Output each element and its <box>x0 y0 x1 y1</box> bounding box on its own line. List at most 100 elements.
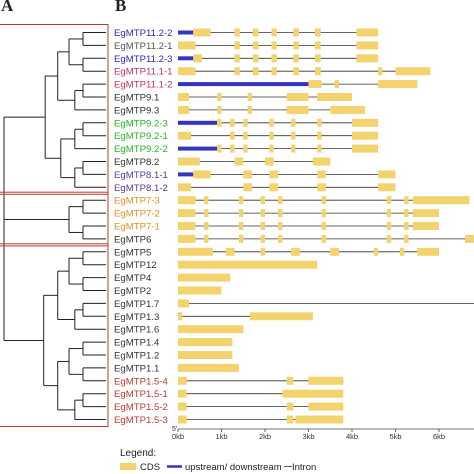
cds-segment <box>252 67 259 76</box>
kb-axis: 5'0kb 1kb 2kb 3kb 4kb 5kb 6kb <box>172 426 474 441</box>
cds-segment <box>178 105 189 114</box>
cds-segment <box>321 234 326 243</box>
axis-tick-label: 2kb <box>259 432 271 441</box>
gene-label: EgMTP1.6 <box>114 325 159 336</box>
cds-segment <box>234 54 240 63</box>
cds-segment <box>291 144 296 153</box>
cds-segment <box>269 144 274 153</box>
gene-label: EgMTP9.2-1 <box>114 131 168 142</box>
cds-segment <box>243 144 248 153</box>
cds-segment <box>282 389 344 398</box>
cds-segment <box>293 41 299 50</box>
gene-label: EgMTP8.1-2 <box>114 183 168 194</box>
gene-label: EgMTP9.3 <box>114 105 159 116</box>
cds-segment <box>178 234 196 243</box>
cds-segment <box>217 118 222 127</box>
cds-segment <box>252 54 259 63</box>
cds-segment <box>269 131 274 140</box>
gene-label: EgMTP8.2 <box>114 157 159 168</box>
axis-tick-label: 0kb <box>172 432 184 441</box>
cds-segment <box>356 41 379 50</box>
cds-segment <box>271 67 277 76</box>
gene-label: EgMTP1.3 <box>114 312 159 323</box>
cds-segment <box>271 54 277 63</box>
cds-segment <box>378 80 418 89</box>
cds-segment <box>178 299 189 308</box>
cds-segment <box>386 209 392 218</box>
cds-segment <box>278 222 283 230</box>
cds-segment <box>178 325 244 334</box>
gene-label: EgMTP1.4 <box>114 338 160 349</box>
axis-tick-label: 3kb <box>302 432 314 441</box>
cds-segment <box>315 41 321 50</box>
cds-segment <box>178 286 222 295</box>
cds-segment <box>295 415 344 424</box>
cds-segment <box>352 144 379 153</box>
cds-segment <box>243 170 252 179</box>
cds-segment <box>334 80 339 89</box>
cds-segment <box>178 312 183 321</box>
cds-segment <box>178 183 192 192</box>
gene-label: EgMTP1.7 <box>114 299 159 310</box>
cds-segment <box>260 234 265 243</box>
cds-segment <box>178 157 200 166</box>
gene-label: EgMTP11.2-1 <box>114 41 172 52</box>
gene-label: EgMTP11.2-3 <box>114 54 172 65</box>
cds-segment <box>291 247 300 256</box>
cds-segment <box>204 222 209 230</box>
cds-segment <box>412 222 439 230</box>
cds-segment <box>286 105 309 114</box>
axis-tick-label: 4kb <box>346 432 358 441</box>
cds-segment <box>412 196 470 205</box>
gene-label: EgMTP1.1 <box>114 363 159 374</box>
cds-segment <box>178 389 187 398</box>
clade-box-1 <box>0 24 109 195</box>
gene-label: EgMTP2 <box>114 286 151 297</box>
cds-segment <box>293 67 299 76</box>
cds-segment <box>247 93 252 101</box>
gene-label: EgMTP7-2 <box>114 209 160 220</box>
gene-label: EgMTP9.2-2 <box>114 144 168 155</box>
cds-segment <box>373 247 379 256</box>
cds-segment <box>178 131 192 140</box>
cds-segment <box>386 222 392 230</box>
cds-segment <box>286 415 294 424</box>
utr-segment <box>178 82 309 87</box>
cds-segment <box>378 183 396 192</box>
gene-label: EgMTP11.1-1 <box>114 67 172 78</box>
cds-segment <box>269 183 279 192</box>
cds-segment <box>178 222 196 230</box>
cds-segment <box>193 28 211 37</box>
cds-segment <box>178 196 196 205</box>
cds-segment <box>243 183 252 192</box>
cds-segment <box>404 209 409 218</box>
cds-segment <box>234 67 240 76</box>
cds-segment <box>356 54 379 63</box>
cds-segment <box>417 247 439 256</box>
cds-segment <box>178 260 318 269</box>
cds-segment <box>317 144 322 153</box>
cds-segment <box>315 67 321 76</box>
cds-segment <box>249 312 313 321</box>
panel-label-a: A <box>1 0 14 15</box>
cds-segment <box>204 209 209 218</box>
gene-label: EgMTP7-1 <box>114 222 160 233</box>
gene-label: EgMTP1.2 <box>114 351 159 362</box>
axis-tick-label: 1kb <box>215 432 227 441</box>
gene-label: EgMTP11.1-2 <box>114 80 172 91</box>
cds-segment <box>238 222 244 230</box>
cds-segment <box>247 105 252 114</box>
cds-segment <box>286 402 294 411</box>
cds-segment <box>178 402 187 411</box>
cds-segment <box>317 93 352 101</box>
cds-segment <box>386 196 392 205</box>
legend-cds-swatch <box>120 463 136 470</box>
cds-segment <box>308 376 344 385</box>
gene-label: EgMTP1.5-4 <box>114 376 169 387</box>
cds-segment <box>378 67 383 76</box>
cds-segment <box>293 28 299 37</box>
cds-segment <box>321 196 326 205</box>
cds-segment <box>278 196 283 205</box>
cds-segment <box>178 415 187 424</box>
cds-segment <box>321 209 326 218</box>
